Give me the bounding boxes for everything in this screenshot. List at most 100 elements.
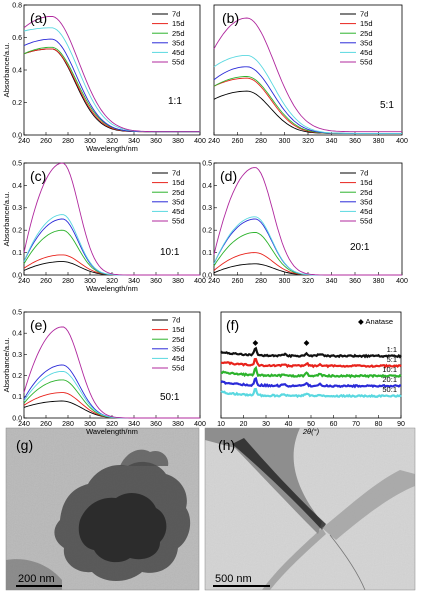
legend-label: 15d xyxy=(172,178,185,187)
x-tick-label: 300 xyxy=(84,278,96,285)
x-tick-label: 320 xyxy=(106,138,118,145)
series-line-7d xyxy=(213,90,402,134)
legend-label: 25d xyxy=(172,188,185,197)
y-axis-label: Absorbance/a.u. xyxy=(2,192,11,247)
x-tick-label: 30 xyxy=(262,421,270,428)
x-tick-label: 340 xyxy=(128,138,140,145)
y-tick-label: 0.3 xyxy=(12,352,22,359)
legend-label: 7d xyxy=(172,316,180,325)
legend-label: 45d xyxy=(172,354,185,363)
x-tick-label: 80 xyxy=(375,421,383,428)
y-tick-label: 0.2 xyxy=(12,373,22,380)
legend-label: 25d xyxy=(360,188,373,197)
x-axis-label: Wavelength/nm xyxy=(86,284,138,293)
x-tick-label: 360 xyxy=(349,278,361,285)
xrd-pattern-50:1 xyxy=(220,387,402,399)
x-tick-label: 70 xyxy=(352,421,360,428)
x-axis-label: Wavelength/nm xyxy=(86,427,138,436)
legend-label: 55d xyxy=(360,217,373,226)
x-tick-label: 400 xyxy=(194,278,206,285)
panel-label: (f) xyxy=(226,317,239,333)
series-line-55d xyxy=(213,167,402,276)
legend-label: 35d xyxy=(360,197,373,206)
legend-label: 55d xyxy=(360,58,373,67)
x-tick-label: 340 xyxy=(128,421,140,428)
x-tick-label: 380 xyxy=(172,138,184,145)
y-tick-label: 0.4 xyxy=(12,183,22,190)
series-line-55d xyxy=(23,15,200,133)
y-tick-label: 0.2 xyxy=(12,100,22,107)
chart-d: 240 260 280 300 320 340 360 380 400 0.0 0.1 0.2 0.3 0… xyxy=(202,160,408,285)
legend-label: 15d xyxy=(172,325,185,334)
x-tick-label: 280 xyxy=(255,138,267,145)
ratio-label: 50:1 xyxy=(160,392,180,403)
y-tick-label: 0.3 xyxy=(12,205,22,212)
chart-c: 240 260 280 300 320 340 360 380 400 0.0 0.1 0.2 0.3 0… xyxy=(2,160,206,293)
series-line-35d xyxy=(213,218,402,276)
x-tick-label: 240 xyxy=(18,138,30,145)
y-tick-label: 0.5 xyxy=(12,309,22,316)
chart-b: 240 260 280 300 320 340 360 380 400 7d15d25d35d45… xyxy=(208,4,408,145)
x-tick-label: 340 xyxy=(326,278,338,285)
y-tick-label: 0.5 xyxy=(202,160,212,167)
x-tick-label: 360 xyxy=(150,421,162,428)
x-tick-label: 380 xyxy=(373,138,385,145)
legend-label: 55d xyxy=(172,58,185,67)
x-tick-label: 380 xyxy=(172,421,184,428)
series-line-15d xyxy=(213,77,402,134)
x-tick-label: 320 xyxy=(106,278,118,285)
x-tick-label: 400 xyxy=(396,138,408,145)
x-tick-label: 380 xyxy=(373,278,385,285)
legend-label: 45d xyxy=(360,207,373,216)
x-tick-label: 300 xyxy=(279,278,291,285)
x-tick-label: 320 xyxy=(106,421,118,428)
x-tick-label: 300 xyxy=(84,138,96,145)
y-tick-label: 0.4 xyxy=(12,67,22,74)
legend-label: 15d xyxy=(172,19,185,28)
micrograph-h xyxy=(205,428,415,590)
x-tick-label: 360 xyxy=(150,278,162,285)
x-tick-label: 20 xyxy=(240,421,248,428)
xrd-series-label: 50:1 xyxy=(382,385,397,394)
legend-label: 35d xyxy=(172,344,185,353)
legend-label: 7d xyxy=(360,169,368,178)
x-tick-label: 90 xyxy=(397,421,405,428)
x-tick-label: 360 xyxy=(349,138,361,145)
chart-a: 240 260 280 300 320 340 360 380 400 0.0 0.2 0.4 0.6 0… xyxy=(2,2,206,153)
legend-label: 45d xyxy=(172,48,185,57)
panel-label: (b) xyxy=(222,10,239,26)
x-tick-label: 240 xyxy=(208,138,220,145)
charts: 240 260 280 300 320 340 360 380 4000.00.20.40.60… xyxy=(2,2,408,436)
y-axis-label: Absorbance/a.u. xyxy=(2,43,11,98)
scale-bar-g-text: 200 nm xyxy=(18,573,55,585)
x-tick-label: 280 xyxy=(255,278,267,285)
y-tick-label: 0.4 xyxy=(202,183,212,190)
x-tick-label: 280 xyxy=(62,421,74,428)
xrd-series-label: 10:1 xyxy=(382,365,397,374)
panel-label: (d) xyxy=(220,168,237,184)
y-tick-label: 0.1 xyxy=(202,250,212,257)
legend-label: 35d xyxy=(172,38,185,47)
y-tick-label: 0.0 xyxy=(12,415,22,422)
y-tick-label: 0.4 xyxy=(12,331,22,338)
micrograph-g-label: (g) xyxy=(16,437,33,453)
x-tick-label: 50 xyxy=(307,421,315,428)
legend-label: 55d xyxy=(172,364,185,373)
x-tick-label: 400 xyxy=(194,421,206,428)
ratio-label: 5:1 xyxy=(380,100,394,111)
x-tick-label: 40 xyxy=(285,421,293,428)
legend-label: 7d xyxy=(172,169,180,178)
y-tick-label: 0.3 xyxy=(202,205,212,212)
panel-label: (a) xyxy=(30,10,47,26)
legend-label: 7d xyxy=(360,10,368,19)
x-axis-label: Wavelength/nm xyxy=(86,144,138,153)
x-tick-label: 260 xyxy=(232,138,244,145)
y-tick-label: 0.0 xyxy=(202,272,212,279)
series-line-55d xyxy=(23,326,200,419)
x-tick-label: 260 xyxy=(40,421,52,428)
x-tick-label: 300 xyxy=(84,421,96,428)
y-axis-label: Absorbance/a.u. xyxy=(2,338,11,393)
x-tick-label: 400 xyxy=(194,138,206,145)
series-line-25d xyxy=(213,232,402,276)
x-tick-label: 260 xyxy=(40,278,52,285)
